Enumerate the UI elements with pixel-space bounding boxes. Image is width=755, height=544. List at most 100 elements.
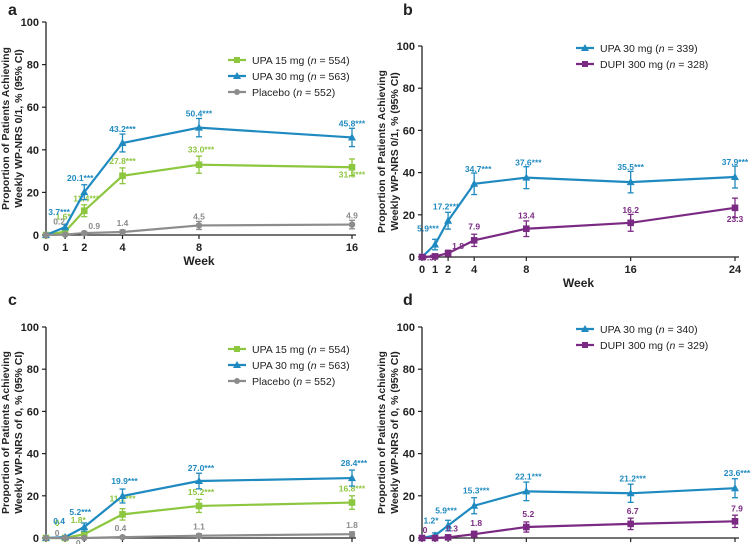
y-tick-label: 80 — [27, 364, 39, 376]
y-axis-label: Proportion of Patients Achieving — [0, 351, 12, 514]
data-point — [348, 133, 356, 141]
data-label: 27.0*** — [188, 463, 215, 473]
series-1: 0.4 5.2*** 19.9*** 27.0*** 28.4*** — [42, 458, 368, 541]
data-point — [444, 534, 452, 541]
x-tick-label: 4 — [119, 242, 126, 254]
data-point — [731, 172, 739, 181]
data-label: 0.9 — [88, 221, 100, 231]
legend-n-value: = 552) — [302, 376, 335, 388]
data-point — [431, 240, 440, 248]
y-tick-label: 20 — [403, 491, 415, 503]
data-label: 6.7 — [627, 506, 639, 516]
data-label: 4.5 — [193, 211, 205, 221]
y-axis-label: Weekly WP-NRS 0/1, % (95% CI) — [389, 72, 401, 231]
legend-entry: Placebo (n = 552) — [228, 87, 335, 99]
data-label: 37.9*** — [722, 157, 749, 167]
data-label: 0.3 — [446, 523, 458, 533]
legend-name: UPA 30 mg ( — [252, 71, 311, 83]
data-label: 1.8 — [346, 520, 358, 530]
data-point — [348, 499, 356, 506]
y-tick-label: 60 — [403, 125, 415, 137]
data-point — [80, 187, 89, 196]
data-label: 23.3 — [727, 214, 744, 224]
y-tick-label: 0 — [33, 533, 39, 544]
data-point — [470, 237, 478, 244]
y-axis-label: Proportion of Patients Achieving — [376, 351, 388, 514]
legend-n-value: = 329) — [675, 340, 708, 352]
y-tick-label: 40 — [27, 449, 39, 461]
y-tick-label: 100 — [21, 17, 39, 29]
data-point — [444, 216, 453, 224]
y-tick-label: 60 — [27, 102, 39, 114]
x-axis-label: Week — [183, 254, 214, 268]
data-point — [119, 533, 126, 541]
y-tick-label: 40 — [403, 449, 415, 461]
panel-letter: a — [8, 2, 17, 19]
data-label: 33.0*** — [188, 145, 215, 155]
data-label: 43.2*** — [109, 124, 136, 134]
data-point — [80, 530, 88, 538]
data-label: 3.7*** — [48, 207, 70, 217]
data-point — [119, 511, 126, 518]
y-tick-label: 100 — [397, 41, 415, 53]
legend-n-symbol: n — [296, 376, 302, 388]
data-label: 19.9*** — [111, 476, 138, 486]
legend-marker — [234, 346, 240, 352]
x-tick-label: 0 — [43, 242, 49, 254]
legend-name: Placebo ( — [252, 87, 297, 99]
legend-label: UPA 15 mg (n = 554) — [252, 344, 350, 356]
legend-marker — [234, 378, 240, 384]
legend-n-symbol: n — [659, 324, 665, 336]
y-tick-label: 40 — [403, 168, 415, 180]
data-point — [626, 489, 635, 497]
data-label: 1.8 — [470, 518, 482, 528]
data-label: 5.9*** — [435, 506, 457, 516]
legend-marker — [581, 44, 589, 51]
data-point — [470, 530, 478, 538]
legend-n-symbol: n — [311, 344, 317, 356]
legend-entry: UPA 30 mg (n = 340) — [576, 324, 698, 336]
data-point — [61, 534, 69, 542]
data-label: 28.4*** — [341, 458, 368, 468]
data-point — [81, 534, 88, 542]
legend-n-symbol: n — [311, 360, 317, 372]
legend: UPA 30 mg (n = 339)DUPI 300 mg (n = 328) — [576, 43, 708, 71]
legend-entry: UPA 30 mg (n = 563) — [228, 71, 350, 83]
legend-name: UPA 15 mg ( — [252, 344, 311, 356]
data-label: 5.2 — [522, 509, 534, 519]
legend-n-value: = 328) — [675, 59, 708, 71]
legend-entry: DUPI 300 mg (n = 329) — [576, 340, 708, 352]
y-tick-label: 40 — [27, 145, 39, 157]
series-0: 01.8*11.2***15.2***16.8*** — [42, 484, 366, 542]
panel-d: d020406080100012481624WeekProportion of … — [376, 292, 751, 544]
legend-marker — [233, 72, 241, 79]
data-label: 16.2 — [622, 205, 639, 215]
y-axis-label: Weekly WP-NRS of 0, % (95% CI) — [389, 351, 401, 514]
data-point — [627, 219, 634, 227]
legend-name: DUPI 300 mg ( — [600, 59, 670, 71]
series-1: 3.7*** 20.1*** 43.2*** 50.4*** 45.8*** — [42, 109, 366, 238]
data-label: 1.6* — [56, 212, 72, 222]
data-point — [470, 501, 479, 509]
data-label: 34.7*** — [465, 164, 492, 174]
data-label: 7.9 — [468, 221, 480, 231]
legend-name: UPA 15 mg ( — [252, 55, 311, 67]
legend-marker — [234, 89, 240, 95]
data-label: 1.8 — [452, 241, 464, 251]
x-tick-label: 2 — [81, 242, 87, 254]
legend-n-value: = 563) — [317, 71, 350, 83]
legend-n-value: = 554) — [317, 55, 350, 67]
legend-label: UPA 30 mg (n = 339) — [600, 43, 698, 55]
data-label: 45.8*** — [339, 118, 366, 128]
data-point — [731, 518, 739, 525]
legend-name: UPA 30 mg ( — [252, 360, 311, 372]
data-point — [195, 502, 203, 510]
data-label: 0 — [76, 538, 81, 544]
data-point — [118, 491, 127, 500]
y-tick-label: 80 — [27, 60, 39, 72]
legend-n-value: = 563) — [317, 360, 350, 372]
data-point — [627, 520, 634, 528]
legend-name: UPA 30 mg ( — [600, 43, 659, 55]
legend: UPA 15 mg (n = 554)UPA 30 mg (n = 563)Pl… — [228, 55, 350, 99]
data-point — [444, 521, 453, 529]
